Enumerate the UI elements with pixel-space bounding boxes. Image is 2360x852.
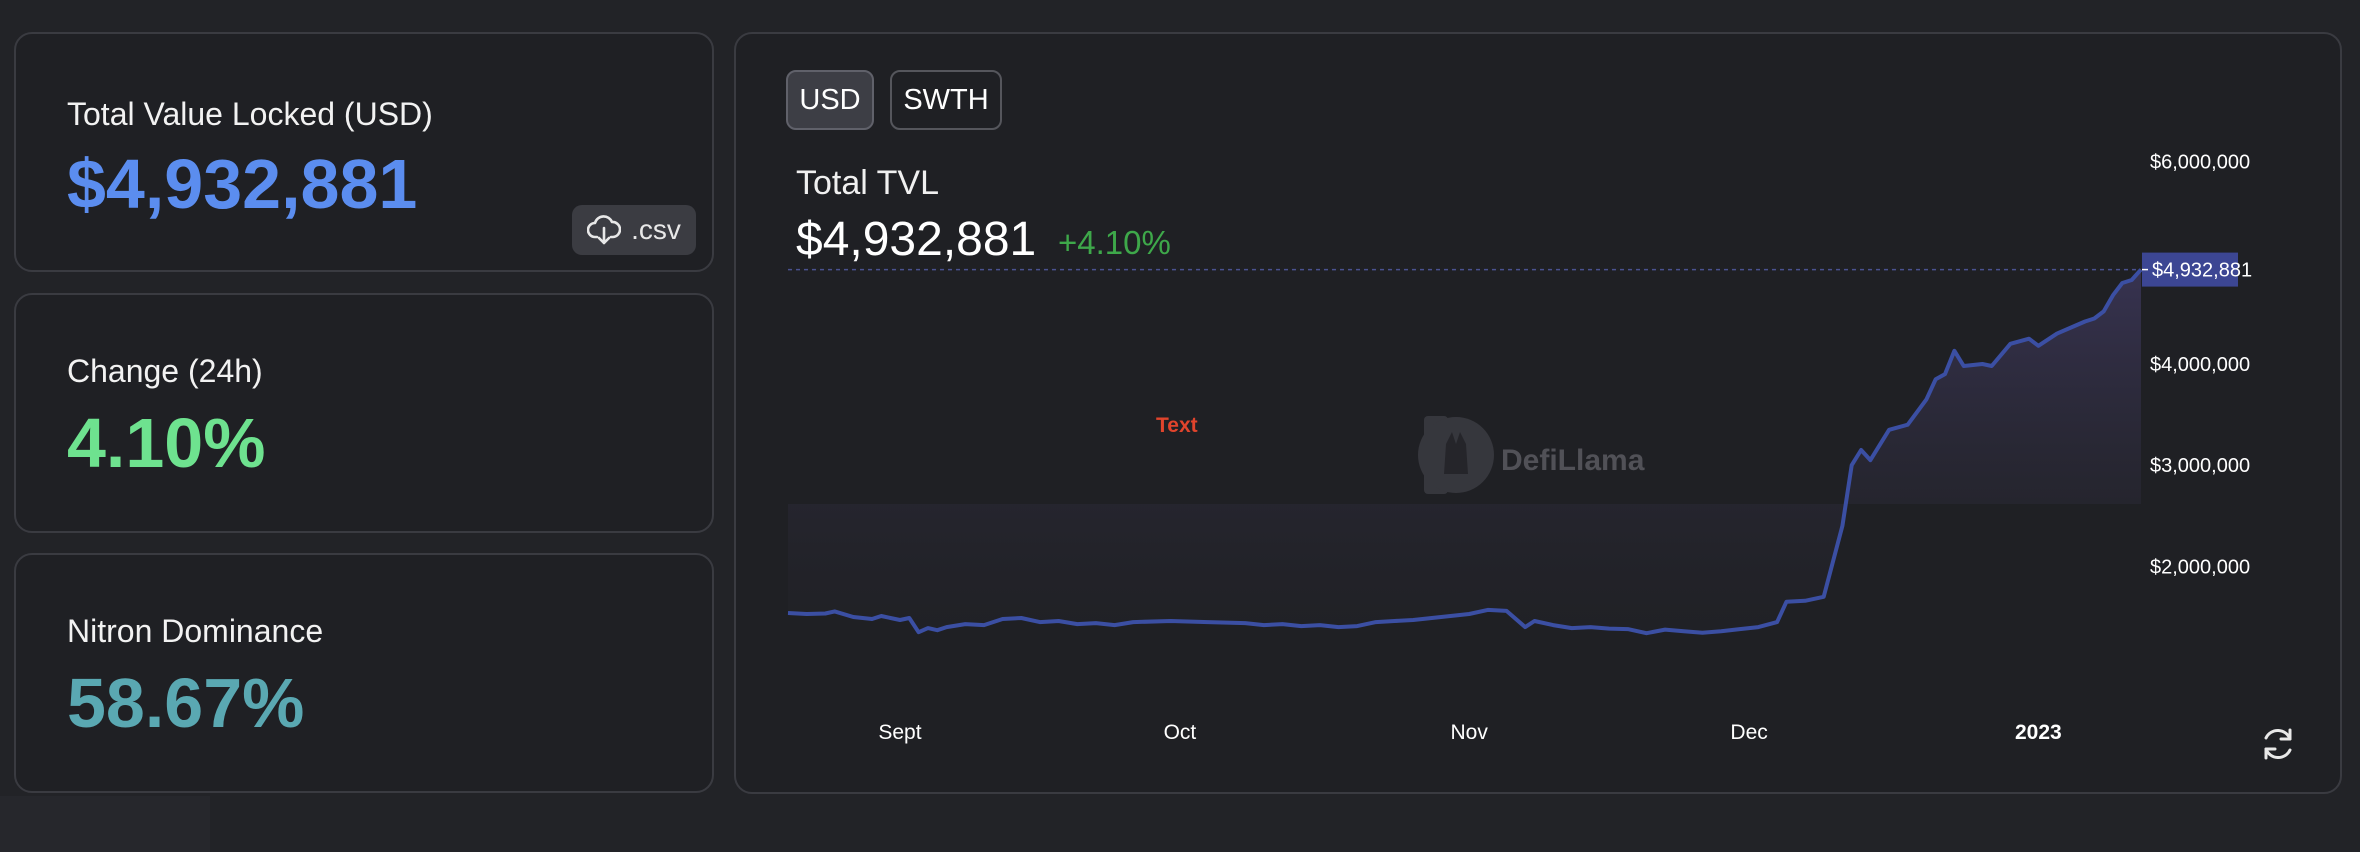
csv-label: .csv bbox=[631, 214, 681, 245]
dominance-card: Nitron Dominance 58.67% bbox=[14, 553, 714, 793]
tvl-card: Total Value Locked (USD) $4,932,881 .csv bbox=[14, 32, 714, 272]
swth-toggle-button[interactable]: SWTH bbox=[890, 70, 1002, 130]
x-tick-label: Dec bbox=[1730, 721, 1767, 744]
dominance-value: 58.67% bbox=[67, 664, 305, 742]
y-tick-label: $6,000,000 bbox=[2150, 152, 2250, 174]
y-tick-label: $2,000,000 bbox=[2150, 556, 2250, 578]
change-label: Change (24h) bbox=[67, 353, 263, 389]
x-tick-label: Oct bbox=[1164, 721, 1197, 744]
current-value-label: $4,932,881 bbox=[2152, 260, 2252, 282]
x-tick-label: Nov bbox=[1450, 721, 1488, 744]
chart-title: Total TVL bbox=[796, 164, 940, 202]
tvl-value: $4,932,881 bbox=[67, 145, 418, 223]
tvl-series-line bbox=[787, 268, 2143, 636]
tvl-area bbox=[788, 269, 2141, 634]
defillama-watermark: DefiLlama bbox=[1418, 416, 1645, 494]
change-value: 4.10% bbox=[67, 404, 266, 482]
tvl-label: Total Value Locked (USD) bbox=[67, 96, 433, 132]
llama-icon bbox=[1444, 432, 1468, 474]
overlay-text: Text bbox=[1156, 414, 1198, 437]
chart-card: USD SWTH Total TVL $4,932,881 +4.10% Def… bbox=[734, 32, 2342, 794]
footer-corner-block bbox=[0, 796, 210, 852]
csv-download-button[interactable]: .csv bbox=[572, 205, 696, 255]
refresh-icon[interactable] bbox=[2258, 724, 2298, 764]
x-tick-label: Sept bbox=[878, 721, 921, 744]
watermark-text: DefiLlama bbox=[1501, 444, 1645, 477]
y-tick-label: $4,000,000 bbox=[2150, 354, 2250, 376]
dominance-label: Nitron Dominance bbox=[67, 613, 324, 649]
x-tick-label: 2023 bbox=[2015, 721, 2062, 744]
cloud-download-icon bbox=[587, 215, 622, 245]
usd-toggle-button[interactable]: USD bbox=[786, 70, 874, 130]
current-value-badge bbox=[2142, 252, 2238, 287]
tvl-chart[interactable]: DefiLlama Text $4,932,881 $2,000,000 $3,0… bbox=[736, 34, 2340, 792]
y-tick-label: $3,000,000 bbox=[2150, 455, 2250, 477]
change-card: Change (24h) 4.10% bbox=[14, 293, 714, 533]
chart-change: +4.10% bbox=[1058, 224, 1171, 261]
chart-value: $4,932,881 bbox=[796, 213, 1037, 266]
